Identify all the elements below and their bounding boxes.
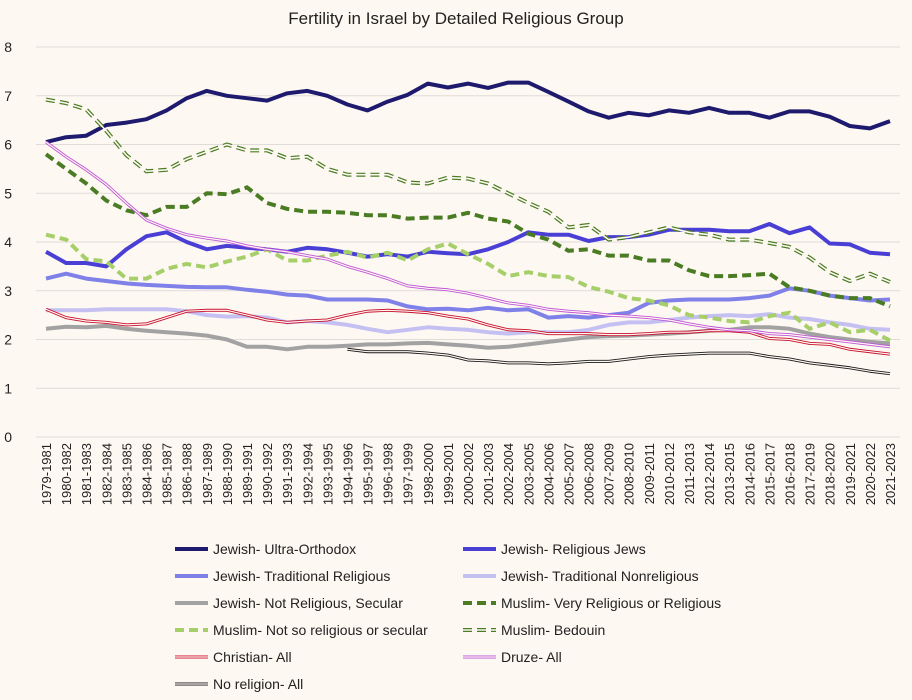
y-tick-label: 6 [4,137,12,153]
x-tick-label: 2003-2005 [521,443,536,505]
x-tick-label: 1992-1994 [300,443,315,505]
x-tick-label: 1995-1997 [361,443,376,505]
x-tick-label: 1997-1999 [401,443,416,505]
x-tick-label: 2005-2007 [561,443,576,505]
legend-item: Jewish- Traditional Religious [175,568,390,584]
x-tick-label: 1980-1982 [59,443,74,505]
x-tick-label: 2014-2016 [742,443,757,505]
series-line [45,232,891,343]
legend-label: Jewish- Ultra-Orthodox [213,541,356,557]
x-tick-label: 2016-2018 [782,443,797,505]
series-5 [44,152,891,309]
x-tick-label: 2010-2012 [662,443,677,505]
x-tick-label: 2020-2022 [863,443,878,505]
x-tick-label: 2002-2004 [501,443,516,505]
legend-label: Jewish- Traditional Religious [213,568,390,584]
y-tick-label: 8 [4,39,12,55]
y-tick-label: 4 [4,234,12,250]
legend-label: Druze- All [501,649,562,665]
legend-item: Jewish- Religious Jews [463,541,646,557]
legend-item: No religion- All [175,676,303,692]
x-tick-label: 1998-2000 [421,443,436,505]
series-line [45,80,891,145]
x-tick-label: 2019-2021 [843,443,858,505]
legend-item: Muslim- Not so religious or secular [175,622,428,638]
x-tick-label: 1987-1989 [200,443,215,505]
legend: Jewish- Ultra-Orthodox Jewish- Religious … [175,541,721,692]
x-tick-label: 1990-1992 [260,443,275,505]
legend-label: Christian- All [213,649,292,665]
x-tick-label: 2021-2023 [883,443,898,505]
x-tick-label: 1994-1996 [340,443,355,505]
y-tick-label: 2 [4,332,12,348]
x-tick-label: 2001-2003 [481,443,496,505]
series-lines [44,80,891,376]
x-tick-label: 2000-2002 [461,443,476,505]
y-axis-ticks: 0 1 2 3 4 5 6 7 8 [4,39,12,445]
legend-label: Muslim- Not so religious or secular [213,622,428,638]
x-tick-label: 1996-1998 [381,443,396,505]
x-tick-label: 1983-1985 [119,443,134,505]
y-tick-label: 3 [4,283,12,299]
x-tick-label: 2017-2019 [803,443,818,505]
y-tick-label: 0 [4,429,12,445]
x-tick-label: 2009-2011 [642,443,657,504]
y-tick-label: 1 [4,380,12,396]
series-line-inner [45,98,891,283]
x-tick-label: 1985-1987 [160,443,175,505]
x-tick-label: 1989-1991 [240,443,255,505]
x-axis-ticks: 1979-1981 1980-1982 1981-1983 1982-1984 1983… [39,443,898,505]
series-7 [45,97,891,284]
x-tick-label: 2013-2015 [722,443,737,505]
series-line [45,271,891,320]
x-tick-label: 2004-2006 [541,443,556,505]
x-tick-label: 1988-1990 [220,443,235,505]
x-tick-label: 1999-2001 [441,443,456,505]
x-tick-label: 1981-1983 [79,443,94,505]
legend-item: Jewish- Not Religious, Secular [175,595,403,611]
legend-item: Christian- All [175,649,292,665]
x-tick-label: 2018-2020 [823,443,838,505]
series-4 [45,323,891,352]
legend-label: Jewish- Traditional Nonreligious [501,568,699,584]
x-tick-label: 2011-2013 [682,443,697,504]
x-tick-label: 2012-2014 [702,443,717,505]
x-tick-label: 1979-1981 [39,443,54,505]
x-tick-label: 2015-2017 [762,443,777,505]
series-0 [45,80,891,145]
series-10 [347,347,891,376]
series-6 [45,232,891,343]
legend-label: Muslim- Very Religious or Religious [501,595,721,611]
legend-label: Jewish- Religious Jews [501,541,646,557]
series-line [44,152,891,309]
legend-label: Jewish- Not Religious, Secular [213,595,403,611]
x-tick-label: 1991-1993 [280,443,295,505]
series-2 [45,271,891,320]
legend-item: Druze- All [463,649,562,665]
x-tick-label: 1982-1984 [99,443,114,505]
y-tick-label: 5 [4,185,12,201]
chart-title: Fertility in Israel by Detailed Religiou… [288,9,623,28]
x-tick-label: 2006-2008 [582,443,597,505]
x-tick-label: 1984-1986 [140,443,155,505]
legend-label: Muslim- Bedouin [501,622,605,638]
legend-item: Muslim- Very Religious or Religious [463,595,721,611]
legend-item: Jewish- Traditional Nonreligious [463,568,699,584]
legend-label: No religion- All [213,676,303,692]
x-tick-label: 2008-2010 [622,443,637,505]
x-tick-label: 1993-1995 [320,443,335,505]
series-line-inner [45,141,891,348]
y-tick-label: 7 [4,88,12,104]
series-9 [45,140,891,349]
legend-item: Jewish- Ultra-Orthodox [175,541,356,557]
legend-item: Muslim- Bedouin [463,622,605,638]
series-line [45,323,891,352]
series-line-inner [347,348,891,375]
gridlines [36,46,900,438]
x-tick-label: 1986-1988 [180,443,195,505]
x-tick-label: 2007-2009 [602,443,617,505]
